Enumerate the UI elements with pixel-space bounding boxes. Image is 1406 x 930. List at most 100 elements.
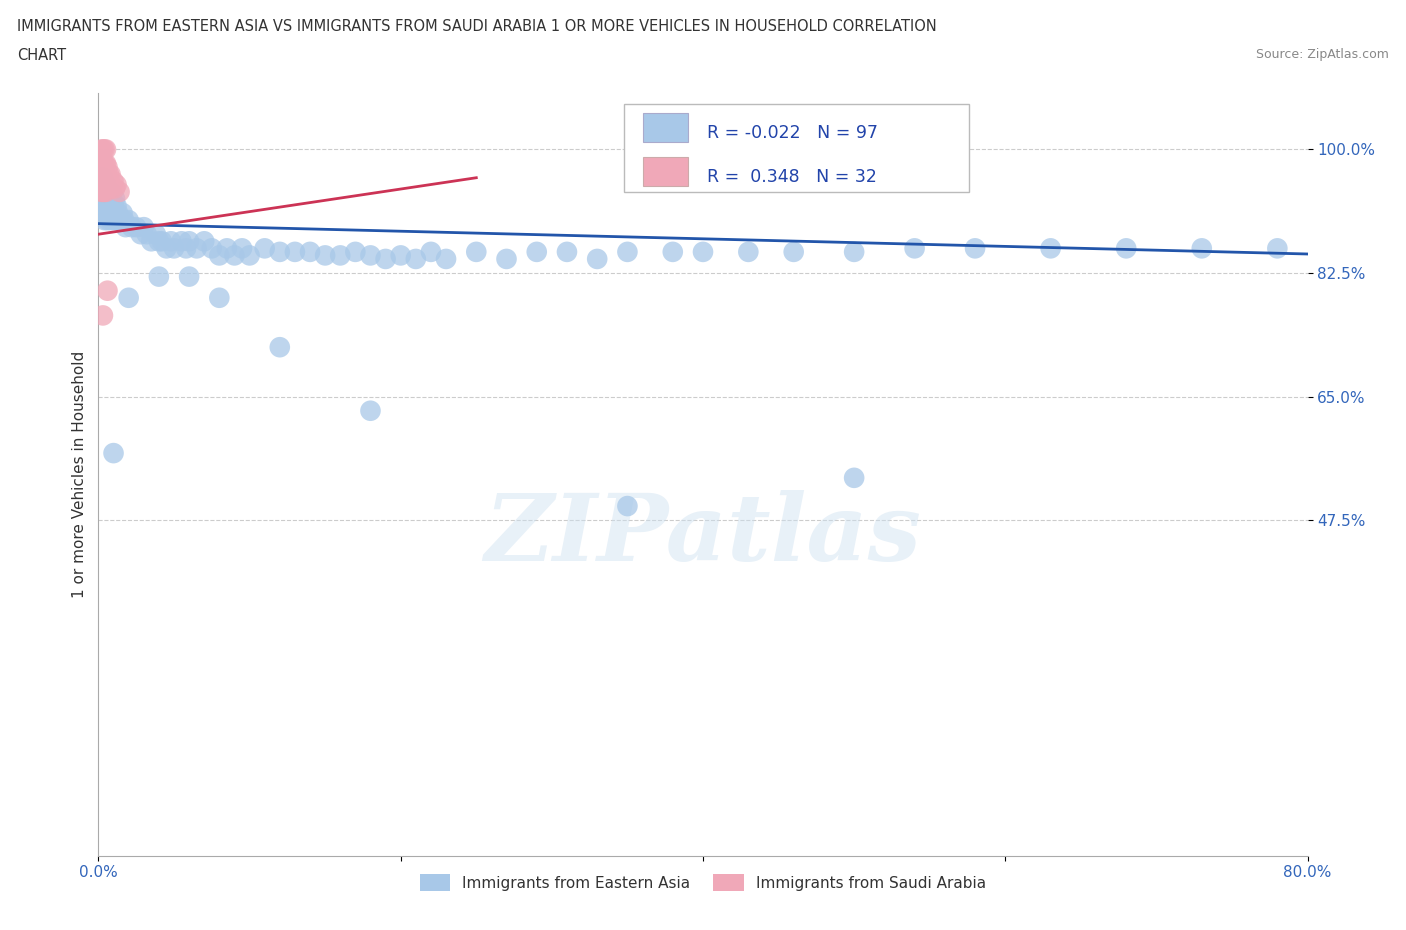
Text: Source: ZipAtlas.com: Source: ZipAtlas.com [1256,48,1389,61]
Point [118,290,141,305]
Point [1039,241,1062,256]
Point [179,269,201,284]
Point [96,284,118,299]
Point [329,248,352,263]
Point [389,248,412,263]
Point [179,233,201,248]
Point [299,245,322,259]
Point [96,198,118,213]
Point [586,251,609,266]
Point [96,178,118,193]
Point [215,241,238,256]
Point [98,206,121,220]
Point [231,241,253,256]
Point [101,192,124,206]
Point [93,198,115,213]
Point [253,241,276,256]
Point [94,156,117,171]
Text: CHART: CHART [17,48,66,63]
Point [100,213,122,228]
Point [94,206,117,220]
Point [163,241,186,256]
Point [91,192,114,206]
Point [89,184,111,199]
Point [555,245,578,259]
Point [783,245,806,259]
Point [155,241,177,256]
Point [150,233,173,248]
Text: ZIPatlas: ZIPatlas [485,490,921,580]
Point [98,178,121,193]
Point [135,227,157,242]
Point [108,213,131,228]
Point [110,213,132,228]
Point [284,245,307,259]
Point [1267,241,1289,256]
Point [269,339,291,354]
Point [114,219,136,234]
Point [269,245,291,259]
Point [103,213,125,228]
Point [91,308,114,323]
Point [174,241,197,256]
Point [495,251,517,266]
Point [98,166,121,181]
Point [526,245,548,259]
Point [100,184,122,199]
Point [101,206,124,220]
Point [201,241,224,256]
Point [94,184,117,199]
Point [108,184,131,199]
Point [90,142,112,157]
Point [360,248,382,263]
Point [125,219,148,234]
Point [434,251,457,266]
Point [405,251,427,266]
Point [93,213,115,228]
Text: IMMIGRANTS FROM EASTERN ASIA VS IMMIGRANTS FROM SAUDI ARABIA 1 OR MORE VEHICLES : IMMIGRANTS FROM EASTERN ASIA VS IMMIGRAN… [17,19,936,33]
Point [91,170,114,185]
Point [89,156,111,171]
Point [121,219,143,234]
Text: R =  0.348   N = 32: R = 0.348 N = 32 [707,167,876,186]
Point [111,206,134,220]
Point [90,170,112,185]
Point [129,227,152,242]
Point [96,160,118,175]
Point [96,170,118,185]
Point [239,248,262,263]
Point [94,178,117,193]
Point [93,170,115,185]
Point [224,248,246,263]
FancyBboxPatch shape [624,104,969,193]
Point [844,245,866,259]
Point [91,206,114,220]
Point [103,198,125,213]
Point [148,269,170,284]
Point [93,184,115,199]
Point [94,142,117,157]
Point [344,245,367,259]
Point [208,248,231,263]
Point [100,198,122,213]
Point [160,233,183,248]
Point [103,174,125,189]
Legend: Immigrants from Eastern Asia, Immigrants from Saudi Arabia: Immigrants from Eastern Asia, Immigrants… [413,868,993,897]
Point [105,213,128,228]
Point [107,206,129,220]
Point [90,184,112,199]
Point [465,245,488,259]
Point [661,245,683,259]
Point [93,184,115,199]
Point [186,241,208,256]
Point [193,233,215,248]
Point [96,184,118,199]
Point [90,156,112,171]
Point [104,181,127,196]
FancyBboxPatch shape [643,156,689,186]
Point [844,471,866,485]
Point [91,184,114,199]
Point [616,245,638,259]
Point [170,233,193,248]
Point [93,142,115,157]
